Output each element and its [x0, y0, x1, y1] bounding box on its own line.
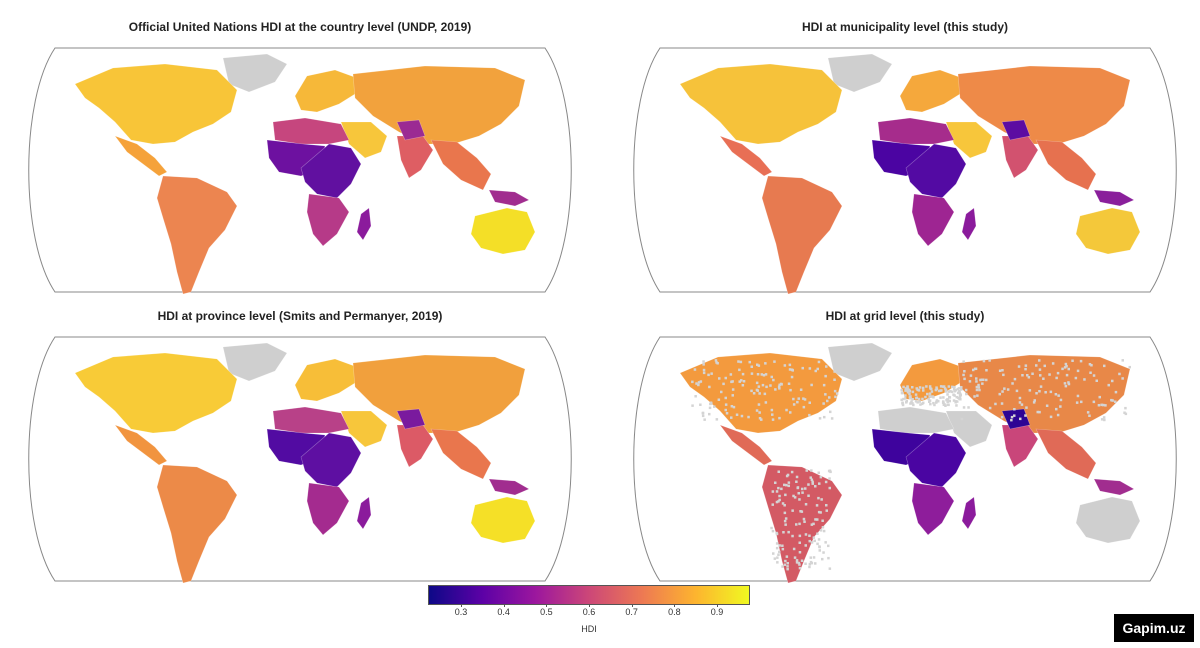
region-australia: [470, 496, 536, 544]
region-south-america: [761, 175, 843, 295]
region-europe: [294, 69, 358, 113]
region-africa-north: [877, 406, 955, 434]
region-africa-north: [272, 406, 350, 434]
legend-tick-mark: [631, 604, 633, 607]
region-north-america: [679, 352, 843, 434]
region-africa-central: [300, 143, 362, 199]
panel-title: HDI at grid level (this study): [825, 309, 985, 323]
map-projection-outline: [28, 336, 572, 582]
map-panel-municipality: HDI at municipality level (this study): [610, 20, 1200, 310]
region-africa-central: [300, 432, 362, 488]
region-australia: [1075, 207, 1141, 255]
legend-tick-mark: [717, 604, 718, 607]
region-se-asia: [430, 428, 492, 480]
region-central-america: [719, 424, 773, 466]
region-africa-south: [306, 193, 350, 247]
region-africa-south: [911, 193, 955, 247]
panel-title: HDI at municipality level (this study): [801, 20, 1009, 34]
region-middle-east: [945, 410, 993, 448]
region-south-asia-hotspot: [1001, 408, 1031, 430]
region-new-guinea: [1093, 189, 1135, 207]
region-madagascar: [961, 496, 977, 530]
watermark-logo: Gapim.uz: [1114, 614, 1194, 642]
region-central-america: [114, 135, 168, 177]
region-middle-east: [340, 121, 388, 159]
map-panel-country: Official United Nations HDI at the count…: [5, 20, 595, 310]
region-south-america: [156, 175, 238, 295]
map-projection-outline: [28, 47, 572, 293]
region-russia-asia: [352, 65, 526, 145]
region-africa-north: [877, 117, 955, 145]
region-africa-south: [911, 482, 955, 536]
region-africa-central: [905, 143, 967, 199]
panel-title: HDI at province level (Smits and Permany…: [157, 309, 443, 323]
region-south-america: [156, 464, 238, 584]
grid-speckle-overlay: [691, 359, 1131, 571]
region-central-america: [114, 424, 168, 466]
region-madagascar: [356, 207, 372, 241]
region-australia: [470, 207, 536, 255]
region-se-asia: [430, 139, 492, 191]
region-new-guinea: [488, 478, 530, 496]
legend-tick-label: 0.9: [710, 607, 724, 617]
region-se-asia: [1035, 428, 1097, 480]
region-madagascar: [961, 207, 977, 241]
map-panel-province: HDI at province level (Smits and Permany…: [5, 309, 595, 599]
legend-tick-mark: [461, 604, 462, 607]
region-north-america: [74, 352, 238, 434]
region-europe: [294, 358, 358, 402]
legend-tick-label: 0.3: [454, 607, 468, 617]
world-map: [28, 47, 572, 295]
legend-color-bar: [428, 585, 750, 605]
region-north-america: [679, 63, 843, 145]
region-russia-asia: [352, 354, 526, 434]
map-projection-outline: [633, 47, 1177, 293]
region-russia-asia: [957, 65, 1131, 145]
panel-title: Official United Nations HDI at the count…: [128, 20, 472, 34]
region-south-america: [761, 464, 843, 584]
region-europe: [899, 69, 963, 113]
region-madagascar: [356, 496, 372, 530]
region-india: [396, 135, 434, 179]
region-india: [1001, 424, 1039, 468]
region-central-america: [719, 135, 773, 177]
region-new-guinea: [488, 189, 530, 207]
region-new-guinea: [1093, 478, 1135, 496]
region-se-asia: [1035, 139, 1097, 191]
map-panel-grid: HDI at grid level (this study): [610, 309, 1200, 599]
legend-tick-mark: [503, 604, 505, 607]
region-africa-north: [272, 117, 350, 145]
legend-tick-label: 0.4: [497, 607, 510, 617]
region-south-asia-hotspot: [396, 408, 426, 430]
legend-tick-label: 0.7: [625, 607, 638, 617]
legend-tick-mark: [546, 604, 548, 607]
region-middle-east: [945, 121, 993, 159]
legend-tick-label: 0.5: [540, 607, 553, 617]
world-map: [28, 336, 572, 584]
legend-tick-mark: [589, 604, 590, 607]
legend-tick-label: 0.6: [582, 607, 596, 617]
region-india: [1001, 135, 1039, 179]
region-africa-south: [306, 482, 350, 536]
region-south-asia-hotspot: [396, 119, 426, 141]
world-map: [633, 47, 1177, 295]
color-legend: HDI 0.3 0.4 0.5 0.6 0.7 0.8 0.9: [428, 585, 750, 640]
region-africa-central: [905, 432, 967, 488]
legend-tick-label: 0.8: [668, 607, 681, 617]
region-australia: [1075, 496, 1141, 544]
legend-label: HDI: [581, 624, 597, 634]
region-north-america: [74, 63, 238, 145]
region-middle-east: [340, 410, 388, 448]
world-map: [633, 336, 1177, 584]
legend-tick-mark: [674, 604, 676, 607]
region-south-asia-hotspot: [1001, 119, 1031, 141]
map-projection-outline: [633, 336, 1177, 582]
region-india: [396, 424, 434, 468]
